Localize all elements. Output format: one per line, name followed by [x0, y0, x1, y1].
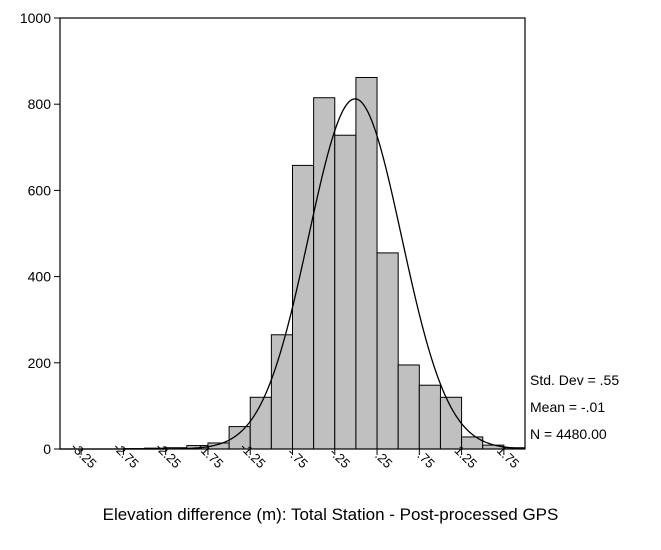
- y-tick-label: 200: [28, 355, 52, 371]
- n-label: N = 4480.00: [530, 426, 607, 442]
- x-tick-label: -2.25: [153, 440, 185, 472]
- x-tick-label: -2.75: [110, 440, 142, 472]
- mean-label: Mean = -.01: [530, 399, 606, 415]
- y-tick-label: 1000: [20, 10, 51, 26]
- histogram-bar: [376, 252, 399, 450]
- histogram-bar: [439, 396, 463, 450]
- std-dev-label: Std. Dev = .55: [530, 372, 620, 388]
- histogram-bar: [418, 384, 441, 450]
- histogram-bar: [355, 76, 378, 450]
- histogram-bar: [270, 334, 294, 450]
- histogram-bar: [292, 164, 315, 450]
- histogram-bars: [122, 76, 526, 450]
- x-tick-label: -3.25: [68, 440, 100, 472]
- x-tick-label: .75: [414, 448, 437, 471]
- y-tick-label: 0: [43, 441, 51, 457]
- y-tick-label: 800: [28, 96, 52, 112]
- y-axis: 0 200 400 600 800 1000: [20, 10, 60, 457]
- histogram-bar: [397, 364, 420, 450]
- histogram-bar: [334, 134, 357, 450]
- x-axis-title: Elevation difference (m): Total Station …: [102, 505, 559, 524]
- y-tick-label: 400: [28, 269, 52, 285]
- histogram-bar: [313, 97, 336, 450]
- y-tick-label: 600: [28, 182, 52, 198]
- x-tick-label: .25: [372, 448, 395, 471]
